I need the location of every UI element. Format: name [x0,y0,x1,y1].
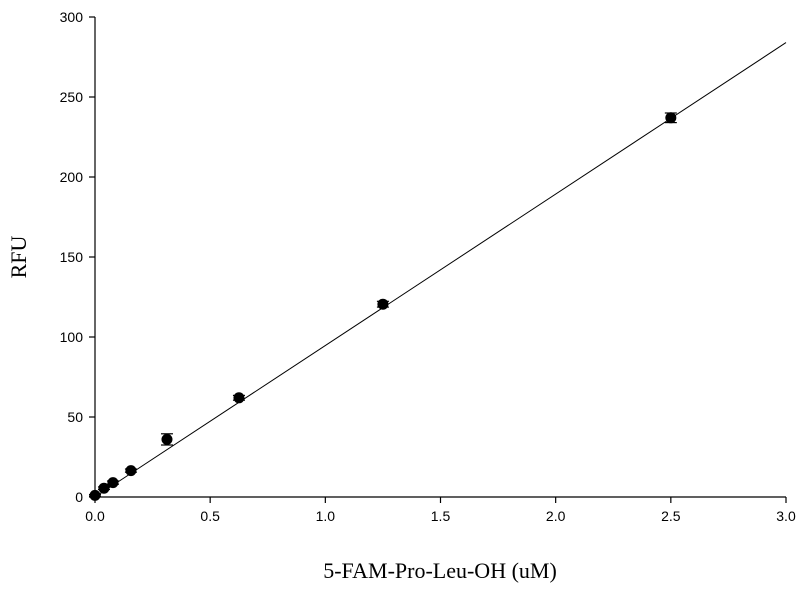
x-axis-label: 5-FAM-Pro-Leu-OH (uM) [323,558,557,583]
x-tick-label: 2.0 [546,508,566,524]
y-tick-label: 250 [60,89,84,105]
y-axis-ticks: 0 50 100 150 200 250 300 [60,9,95,505]
data-point [89,489,101,501]
x-tick-label: 3.0 [776,508,796,524]
x-tick-label: 2.5 [661,508,681,524]
y-tick-label: 100 [60,329,84,345]
y-tick-label: 200 [60,169,84,185]
x-tick-label: 0.5 [200,508,220,524]
data-point [377,298,389,310]
y-tick-label: 300 [60,9,84,25]
x-tick-label: 1.0 [316,508,336,524]
data-point [125,465,137,477]
x-tick-label: 0.0 [85,508,105,524]
data-point [665,112,677,124]
data-points [89,112,677,501]
y-tick-label: 150 [60,249,84,265]
y-tick-label: 0 [75,489,83,505]
x-axis-ticks: 0.0 0.5 1.0 1.5 2.0 2.5 3.0 [85,497,796,524]
data-point [107,477,119,489]
y-tick-label: 50 [67,409,83,425]
y-axis-label: RFU [6,235,31,278]
data-point [98,482,110,494]
x-tick-label: 1.5 [431,508,451,524]
data-point [161,433,173,445]
fit-line-group [94,42,787,498]
axes [94,17,786,498]
fit-line [94,42,787,498]
data-point [233,392,245,404]
